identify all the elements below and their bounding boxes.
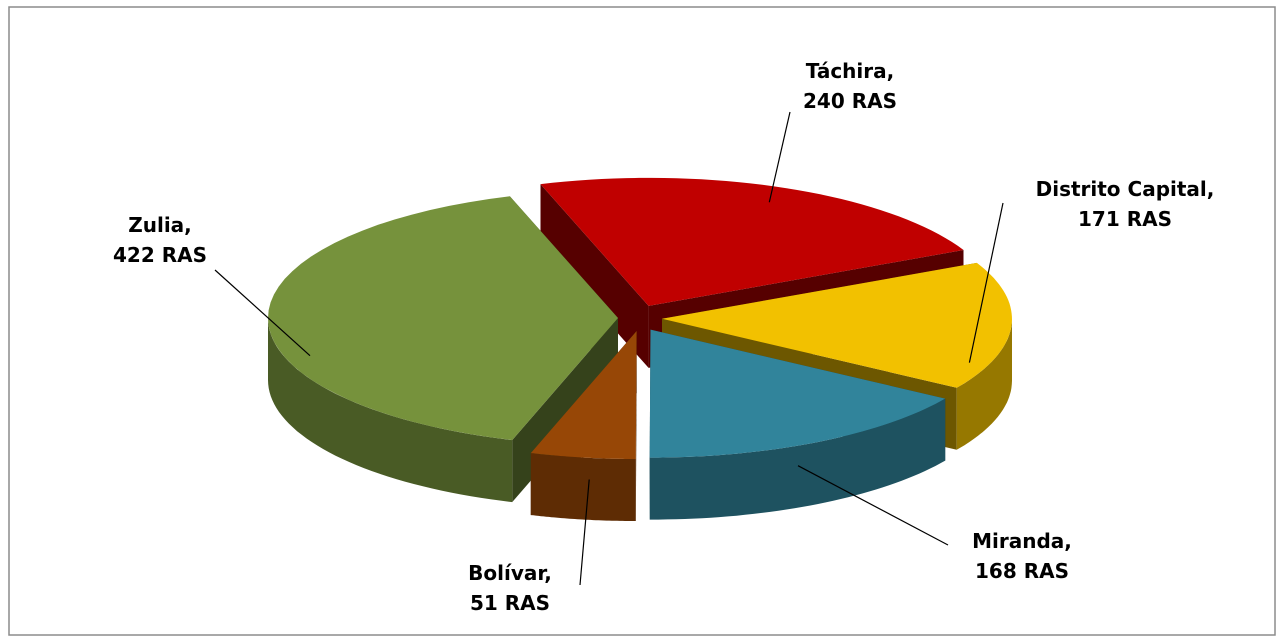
leader-line [579,479,590,586]
slice-side [268,318,513,503]
label-line: 168 RAS [975,559,1069,583]
data-label: Bolívar, 51 RAS [468,561,552,615]
pie [268,177,1012,521]
label-line: 171 RAS [1078,207,1172,231]
data-label: Distrito Capital, 171 RAS [1036,177,1215,231]
label-line: Bolívar, [468,561,552,585]
slice [540,177,964,306]
slice-side [649,398,946,520]
label-line: Táchira, [806,59,894,83]
slice [268,196,618,441]
leader-line [214,269,311,357]
data-label: Zulia, 422 RAS [113,213,207,267]
slice [662,262,1012,388]
label-line: Distrito Capital, [1036,177,1215,201]
slice-side [956,318,1012,450]
leader-line [797,465,949,546]
label-line: 240 RAS [803,89,897,113]
label-line: Miranda, [972,529,1072,553]
label-line: 51 RAS [470,591,550,615]
slice-wall [540,184,649,368]
label-line: Zulia, [128,213,192,237]
leader-line [768,111,791,203]
leader-line [968,202,1004,363]
slice [530,331,637,459]
data-label: Táchira, 240 RAS [803,59,897,113]
label-line: 422 RAS [113,243,207,267]
slice-side [530,453,636,521]
data-label: Miranda, 168 RAS [972,529,1072,583]
slice [649,329,946,458]
